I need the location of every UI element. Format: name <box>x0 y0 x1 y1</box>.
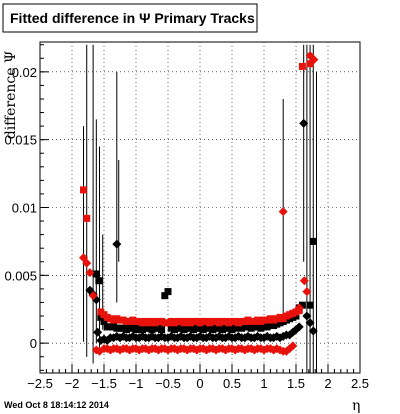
x-tick-label: −2 <box>65 376 80 391</box>
plot-area: −2.5 −2 −1.5 −1 −0.5 0 0.5 1 1.5 2 2.5 00.0050.010… <box>4 41 369 391</box>
data-point-diamond <box>308 326 318 336</box>
data-point-square <box>158 326 166 334</box>
data-point-diamond <box>82 258 92 268</box>
data-point-square <box>95 277 103 285</box>
x-axis-ticks: −2.5 −2 −1.5 −1 −0.5 0 0.5 1 1.5 2 2.5 <box>27 364 369 391</box>
x-tick-label: 1 <box>260 376 267 391</box>
x-tick-label: 0 <box>196 376 203 391</box>
markers <box>79 51 319 356</box>
data-point-diamond <box>88 291 98 301</box>
data-point-diamond <box>305 318 315 328</box>
data-point-square <box>83 214 91 222</box>
data-point-square <box>92 270 100 278</box>
x-tick-label: −1 <box>129 376 144 391</box>
y-tick-label: 0.015 <box>4 133 37 148</box>
y-axis-title: difference Ψ <box>3 51 19 140</box>
data-point-diamond <box>85 268 95 278</box>
y-tick-label: 0.02 <box>12 65 37 80</box>
y-axis-ticks: 0 0.005 0.01 0.015 0.02 <box>4 44 49 371</box>
x-tick-label: −2.5 <box>27 376 53 391</box>
data-point-square <box>306 301 314 309</box>
data-point-diamond <box>278 207 288 217</box>
y-tick-label: 0.01 <box>12 201 37 216</box>
x-tick-label: 2.5 <box>351 376 369 391</box>
data-point-square <box>164 288 172 296</box>
data-point-square <box>298 62 306 70</box>
title-box <box>2 3 258 33</box>
x-tick-label: 0.5 <box>223 376 241 391</box>
data-point-square <box>295 307 303 315</box>
data-point-diamond <box>299 118 309 128</box>
data-point-square <box>306 60 314 68</box>
data-point-diamond <box>299 276 309 286</box>
y-tick-label: 0 <box>30 336 37 351</box>
x-axis-title: η <box>352 398 360 414</box>
data-point-square <box>298 301 306 309</box>
data-point-square <box>100 317 108 325</box>
data-point-diamond <box>294 322 304 332</box>
data-point-square <box>80 186 88 194</box>
x-tick-label: −0.5 <box>155 376 181 391</box>
data-point-diamond <box>288 341 298 351</box>
footer-timestamp: Wed Oct 8 18:14:12 2014 <box>4 400 109 410</box>
x-tick-label: 1.5 <box>287 376 305 391</box>
data-point-diamond <box>112 239 122 249</box>
chart-title: Fitted difference in Ψ Primary Tracks <box>10 10 255 26</box>
data-point-square <box>161 292 169 300</box>
data-point-diamond <box>302 287 312 297</box>
data-point-diamond <box>93 327 103 337</box>
data-point-square <box>309 237 317 245</box>
grid <box>39 42 361 373</box>
data-point-diamond <box>302 311 312 321</box>
y-tick-label: 0.005 <box>4 268 37 283</box>
x-tick-label: 2 <box>324 376 331 391</box>
x-tick-label: −1.5 <box>91 376 117 391</box>
